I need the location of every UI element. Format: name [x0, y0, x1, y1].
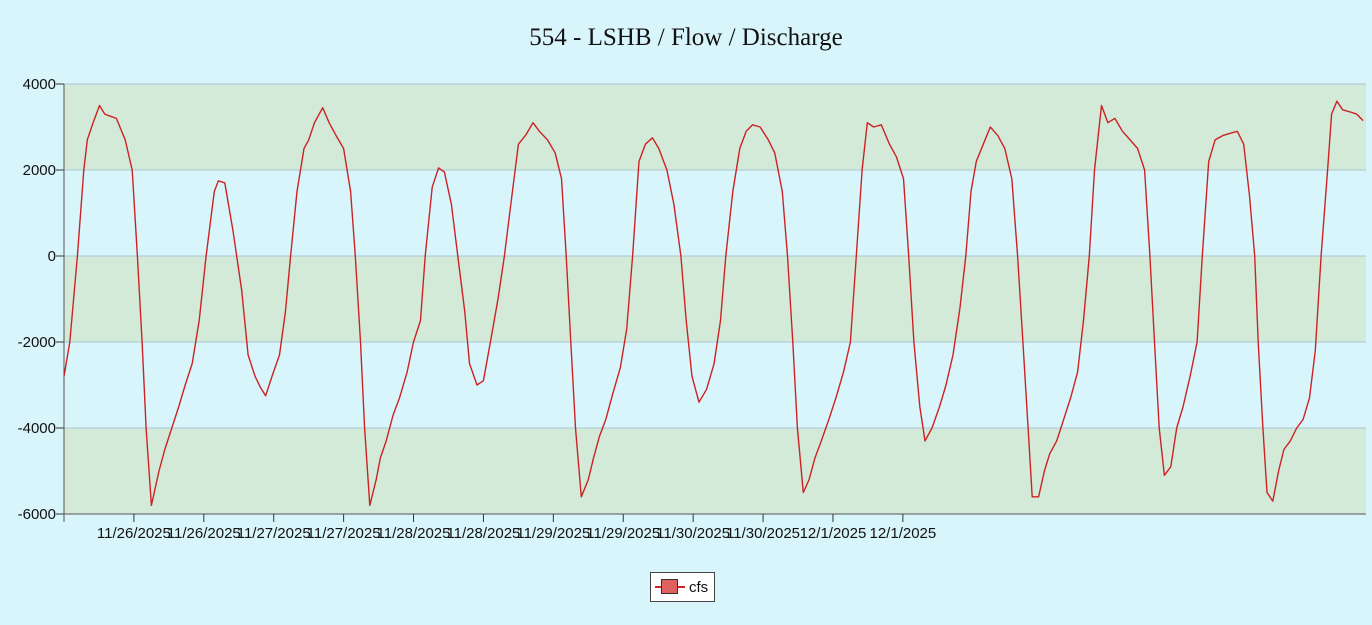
- y-tick-label: -6000: [18, 506, 56, 523]
- x-tick-label: 11/29/2025: [516, 525, 590, 542]
- x-tick-label: 11/30/2025: [726, 525, 800, 542]
- x-tick-label: 11/29/2025: [586, 525, 660, 542]
- x-tick-label: 11/26/2025: [97, 525, 171, 542]
- legend: cfs: [650, 572, 716, 602]
- series-line-cfs: [63, 100, 1364, 507]
- y-tick-label: 2000: [23, 162, 56, 179]
- x-tick-label: 12/1/2025: [870, 525, 937, 542]
- y-tick-label: 4000: [23, 76, 56, 93]
- plot-band: [64, 428, 1366, 514]
- x-tick-label: 11/28/2025: [446, 525, 520, 542]
- y-tick-label: -4000: [18, 420, 56, 437]
- y-tick-label: 0: [48, 248, 56, 265]
- x-tick-label: 11/30/2025: [656, 525, 730, 542]
- legend-swatch-cfs: [655, 577, 685, 597]
- y-tick-label: -2000: [18, 334, 56, 351]
- x-tick-label: 12/1/2025: [800, 525, 867, 542]
- plot-band: [64, 170, 1366, 256]
- plot-band: [64, 84, 1366, 170]
- x-tick-label: 11/27/2025: [307, 525, 381, 542]
- x-tick-label: 11/26/2025: [167, 525, 241, 542]
- plot-band: [64, 256, 1366, 342]
- legend-box: [661, 579, 678, 594]
- x-tick-label: 11/28/2025: [377, 525, 451, 542]
- chart-title: 554 - LSHB / Flow / Discharge: [529, 24, 843, 51]
- legend-label-cfs: cfs: [689, 578, 709, 596]
- x-tick-label: 11/27/2025: [237, 525, 311, 542]
